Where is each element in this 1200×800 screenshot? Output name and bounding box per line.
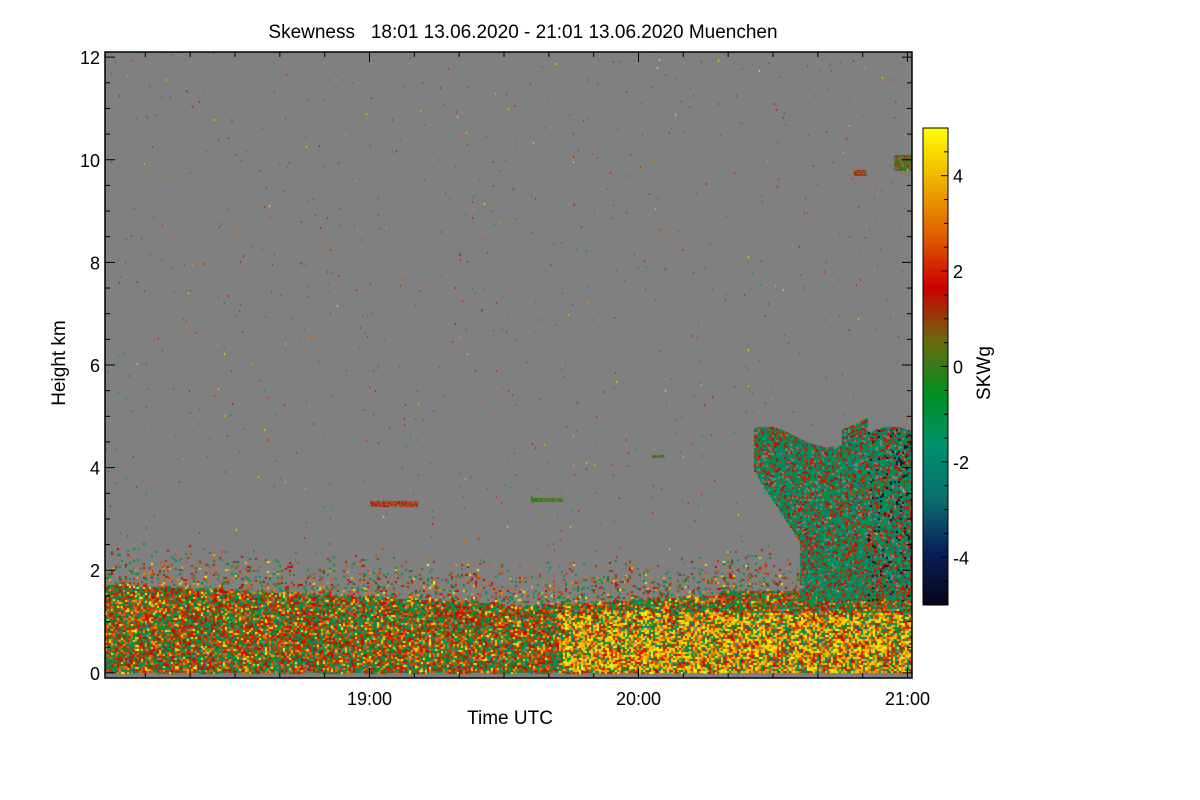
x-tick-label: 21:00: [885, 689, 930, 709]
x-axis-label: Time UTC: [467, 708, 553, 729]
x-tick-label: 20:00: [616, 689, 661, 709]
y-tick-label: 12: [80, 48, 100, 68]
colorbar-label: SKWg: [974, 346, 995, 400]
colorbar-tick-label: 4: [953, 167, 963, 187]
y-tick-label: 10: [80, 151, 100, 171]
y-axis-label: Height km: [49, 320, 70, 406]
colorbar-tick-label: -2: [953, 453, 969, 473]
colorbar-tick-label: 2: [953, 262, 963, 282]
colorbar-tick-label: 0: [953, 358, 963, 378]
x-tick-label: 19:00: [347, 689, 392, 709]
y-tick-label: 2: [90, 561, 100, 581]
y-tick-label: 8: [90, 253, 100, 273]
y-tick-label: 0: [90, 664, 100, 684]
plot-frame: [104, 51, 913, 679]
chart-title: Skewness 18:01 13.06.2020 - 21:01 13.06.…: [268, 22, 778, 43]
y-tick-label: 6: [90, 356, 100, 376]
heatmap-plot-area: [105, 52, 912, 678]
y-tick-label: 4: [90, 459, 100, 479]
colorbar-tick-label: -4: [953, 548, 969, 568]
